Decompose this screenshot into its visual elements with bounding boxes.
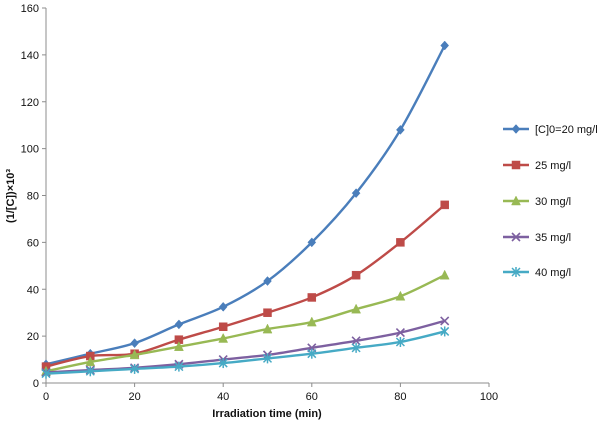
legend-entry: 35 mg/l [503,232,571,244]
data-point [174,361,184,372]
legend-marker [511,195,521,206]
series-4 [41,316,450,378]
data-point [395,336,405,347]
data-point [307,237,317,248]
data-point [440,40,450,51]
series-3 [41,269,450,376]
data-point [396,238,405,247]
legend-label: 35 mg/l [535,232,571,244]
legend-entry: 40 mg/l [503,267,571,279]
data-point [41,368,51,379]
data-point [307,348,317,359]
data-point [395,290,406,301]
legend-label: 30 mg/l [535,196,571,208]
legend-label: 40 mg/l [535,267,571,279]
data-point [218,332,229,343]
x-tick-label: 40 [217,391,229,403]
legend-entry: 25 mg/l [503,160,571,172]
data-point [263,308,272,317]
data-point [396,124,405,135]
data-point [440,316,450,326]
y-tick-label: 0 [33,378,39,390]
marker-stroke [395,328,405,338]
y-tick-label: 60 [27,237,39,249]
legend: [C]0=20 mg/l 25 mg/l 30 mg/l 35 mg/l 40 mg/l [503,124,598,279]
legend-label: 25 mg/l [535,160,571,172]
series-line [44,273,446,373]
axes-layer: 0 20 40 60 80 100 120 140 160 0 20 40 60 80 100 [21,3,499,403]
marker-stroke [351,336,361,346]
series-5 [41,326,450,379]
x-tick-label: 80 [394,391,406,403]
legend-marker [511,160,521,170]
marker-stroke [511,232,521,242]
data-point [307,293,317,302]
data-point [351,336,361,346]
data-point [351,342,361,353]
series-line [44,203,446,368]
data-point [262,353,273,364]
data-point [351,188,361,199]
data-point [174,319,184,330]
series-line [44,44,446,366]
data-point [173,341,184,351]
series-line [44,319,446,374]
data-point [351,270,361,280]
data-point [262,323,273,334]
x-tick-label: 100 [480,391,498,403]
data-point [130,363,140,374]
data-point [218,322,228,331]
data-point [439,269,450,280]
x-tick-label: 0 [43,391,49,403]
y-tick-label: 20 [27,331,39,343]
data-point [85,366,95,377]
y-tick-label: 40 [27,284,39,296]
data-point [351,303,362,314]
series-line [44,330,446,375]
data-point [306,316,317,327]
legend-marker [511,267,521,277]
y-tick-label: 120 [21,97,39,109]
y-tick-label: 160 [21,3,39,15]
y-tick-label: 140 [21,50,39,62]
marker-stroke [440,316,450,326]
data-point [130,338,139,349]
legend-marker [511,232,521,242]
x-tick-label: 20 [128,391,140,403]
series-layer [41,40,450,379]
y-tick-label: 100 [21,144,39,156]
x-tick-label: 60 [306,391,318,403]
y-tick-label: 80 [27,191,39,203]
data-point [218,301,228,312]
x-axis-title: Irradiation time (min) [212,408,322,420]
legend-marker [511,124,521,134]
legend-entry: 30 mg/l [503,195,571,208]
data-point [440,326,450,337]
data-point [85,356,96,367]
data-point [440,200,449,210]
data-point [263,276,272,286]
legend-entry: [C]0=20 mg/l [503,124,598,136]
data-point [395,328,405,338]
data-point [218,358,228,369]
data-point [129,349,140,360]
legend-label: [C]0=20 mg/l [535,124,598,136]
y-axis-title: (1/[C])×10³ [5,169,17,223]
